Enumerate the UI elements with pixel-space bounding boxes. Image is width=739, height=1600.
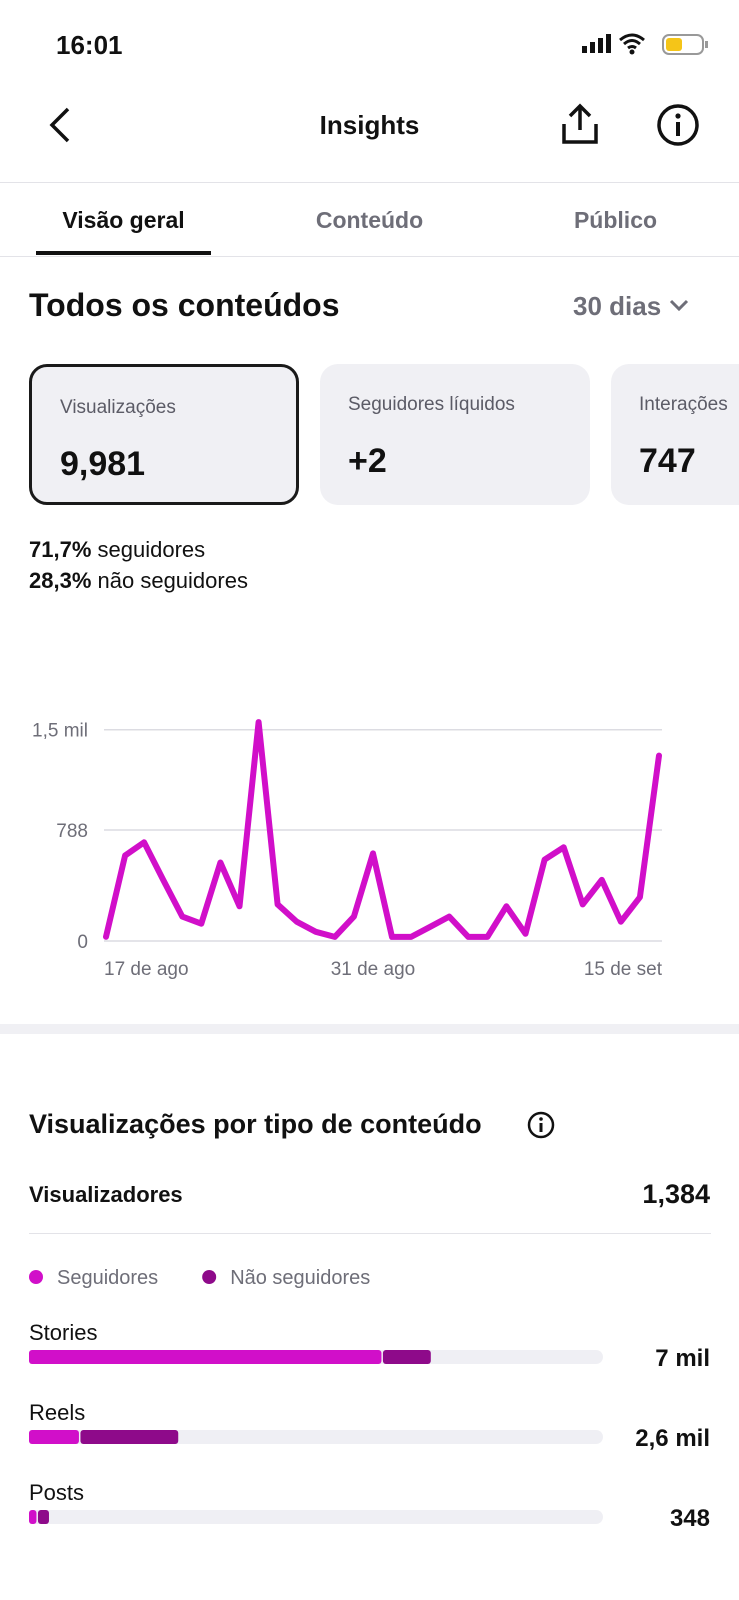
y-tick-label: 0 — [77, 932, 88, 953]
bar-total: 2,6 mil — [635, 1425, 710, 1452]
bar-segment — [37, 1510, 49, 1524]
legend-dot — [202, 1270, 217, 1284]
metric-card[interactable]: Interações 747 — [611, 364, 739, 505]
info-button[interactable] — [655, 102, 701, 148]
card-label: Interações — [639, 394, 728, 415]
bar-segment — [80, 1430, 179, 1444]
split-line: 28,3% não seguidores — [29, 568, 248, 594]
split-line: 71,7% seguidores — [29, 537, 205, 563]
status-icons — [582, 33, 708, 55]
legend-label: Não seguidores — [230, 1267, 370, 1289]
card-value: 747 — [639, 442, 696, 480]
bar-section-title: Visualizações por tipo de conteúdo — [29, 1109, 482, 1139]
x-tick-label: 15 de set — [584, 959, 663, 980]
category-label: Stories — [29, 1320, 97, 1345]
x-tick-label: 17 de ago — [104, 959, 189, 980]
bar-segment — [29, 1350, 382, 1364]
metric-card[interactable]: Seguidores líquidos +2 — [320, 364, 590, 505]
info-button[interactable] — [526, 1110, 556, 1140]
page-title: Insights — [319, 110, 420, 140]
bar-chart: Seguidores Não seguidores Stories 7 mil Reel… — [29, 1267, 710, 1532]
period-label: 30 dias — [573, 291, 662, 321]
period-selector[interactable]: 30 dias — [573, 291, 693, 322]
viewers-label: Visualizadores — [29, 1182, 183, 1207]
divider — [0, 256, 739, 257]
share-button[interactable] — [558, 100, 602, 148]
legend-label: Seguidores — [57, 1267, 158, 1289]
card-value: +2 — [348, 442, 387, 480]
chevron — [670, 299, 689, 312]
section-separator — [0, 1024, 739, 1034]
split-percent: 71,7% — [29, 537, 92, 562]
viewers-value: 1,384 — [642, 1179, 710, 1209]
card-value: 9,981 — [60, 445, 146, 483]
bar-segment — [382, 1350, 431, 1364]
category-label: Reels — [29, 1400, 85, 1425]
tab[interactable]: Conteúdo — [315, 207, 424, 233]
y-tick-label: 788 — [56, 821, 88, 842]
split-percent: 28,3% — [29, 568, 92, 593]
line-chart: 0 788 1,5 mil 17 de ago 31 de ago 15 de set — [32, 719, 663, 980]
legend-dot — [29, 1270, 43, 1284]
bar-track — [29, 1510, 603, 1524]
card-label: Visualizações — [60, 397, 176, 418]
divider — [29, 1233, 711, 1234]
tab-underline — [36, 251, 211, 255]
metric-card[interactable]: Visualizações 9,981 — [29, 364, 299, 505]
tab-active[interactable]: Visão geral — [62, 207, 185, 233]
card-label: Seguidores líquidos — [348, 394, 515, 415]
bar-total: 7 mil — [655, 1345, 710, 1372]
bar-segment — [29, 1430, 79, 1444]
status-time: 16:01 — [56, 30, 123, 60]
x-tick-label: 31 de ago — [331, 959, 416, 980]
split-label: não seguidores — [97, 568, 248, 593]
tab[interactable]: Público — [573, 207, 658, 233]
section-title: Todos os conteúdos — [29, 287, 340, 323]
bar-segment — [29, 1510, 37, 1524]
back-button[interactable] — [40, 105, 80, 145]
category-label: Posts — [29, 1480, 84, 1505]
split-label: seguidores — [97, 537, 206, 562]
bar-total: 348 — [670, 1505, 710, 1532]
y-tick-label: 1,5 mil — [32, 721, 88, 742]
divider — [0, 182, 739, 183]
line-series — [103, 719, 662, 940]
